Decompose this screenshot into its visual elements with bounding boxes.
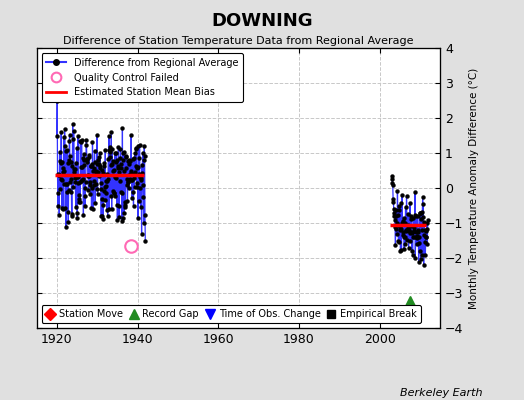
- Text: DOWNING: DOWNING: [211, 12, 313, 30]
- Text: Berkeley Earth: Berkeley Earth: [400, 388, 482, 398]
- Y-axis label: Monthly Temperature Anomaly Difference (°C): Monthly Temperature Anomaly Difference (…: [469, 67, 479, 309]
- Title: Difference of Station Temperature Data from Regional Average: Difference of Station Temperature Data f…: [63, 36, 413, 46]
- Legend: Station Move, Record Gap, Time of Obs. Change, Empirical Break: Station Move, Record Gap, Time of Obs. C…: [41, 305, 421, 323]
